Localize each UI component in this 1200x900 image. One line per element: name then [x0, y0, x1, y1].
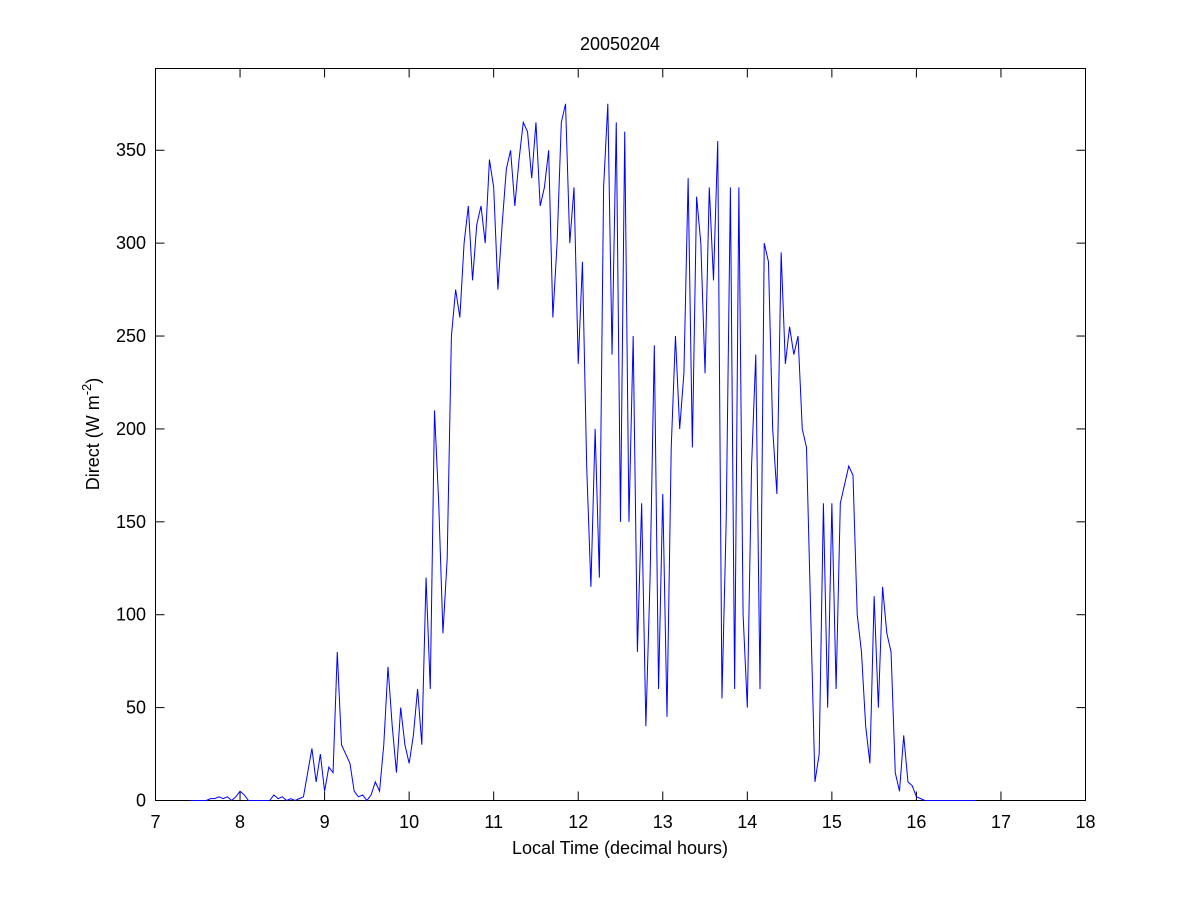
y-tick-label: 0	[136, 791, 146, 811]
y-tick-label: 350	[116, 140, 146, 160]
x-axis-label: Local Time (decimal hours)	[512, 838, 728, 858]
x-tick-label: 8	[235, 812, 245, 832]
y-tick-label: 200	[116, 419, 146, 439]
y-tick-label: 250	[116, 326, 146, 346]
y-axis-label-text: Direct (W m	[83, 395, 103, 490]
y-tick-label: 300	[116, 233, 146, 253]
x-tick-label: 14	[737, 812, 757, 832]
x-tick-label: 18	[1075, 812, 1095, 832]
x-tick-label: 9	[320, 812, 330, 832]
data-line	[189, 103, 976, 802]
y-tick-label: 50	[126, 698, 146, 718]
y-tick-label: 150	[116, 512, 146, 532]
x-tick-label: 12	[568, 812, 588, 832]
plot-area	[155, 68, 1086, 801]
y-tick-label: 100	[116, 605, 146, 625]
x-tick-label: 10	[399, 812, 419, 832]
x-tick-label: 13	[653, 812, 673, 832]
x-tick-label: 16	[906, 812, 926, 832]
x-tick-label: 11	[484, 812, 503, 832]
y-axis-label: Direct (W m-2)	[79, 378, 103, 491]
x-tick-label: 17	[991, 812, 1011, 832]
y-axis-label-superscript: -2	[79, 384, 94, 396]
x-tick-label: 7	[150, 812, 160, 832]
y-axis-label-suffix: )	[83, 378, 103, 384]
x-tick-label: 15	[822, 812, 842, 832]
chart-title: 20050204	[580, 34, 660, 54]
